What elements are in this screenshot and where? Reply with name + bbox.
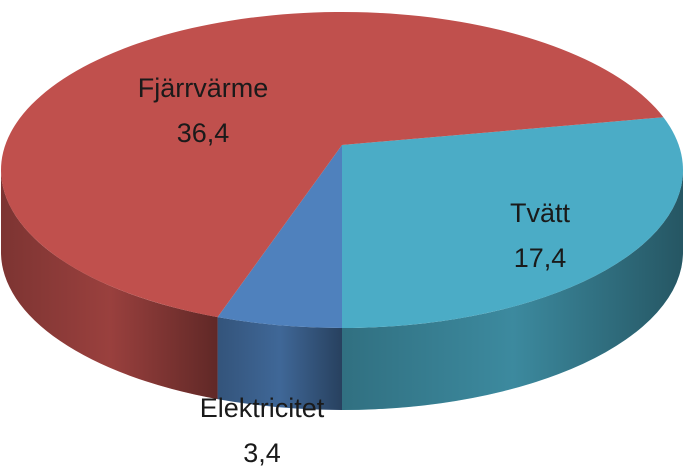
value-label: 36,4	[177, 118, 230, 148]
value-label: 3,4	[243, 438, 281, 467]
value-label: 17,4	[514, 243, 567, 273]
side-shade	[1, 170, 218, 400]
slice	[217, 145, 342, 328]
side-shade	[342, 170, 683, 410]
slice	[342, 117, 684, 328]
slice-label: Fjärrvärme	[138, 73, 269, 103]
slice-label: Tvätt	[510, 198, 571, 228]
slice	[0, 11, 664, 318]
side-shade	[217, 317, 342, 411]
slice-label: Elektricitet	[200, 393, 325, 423]
